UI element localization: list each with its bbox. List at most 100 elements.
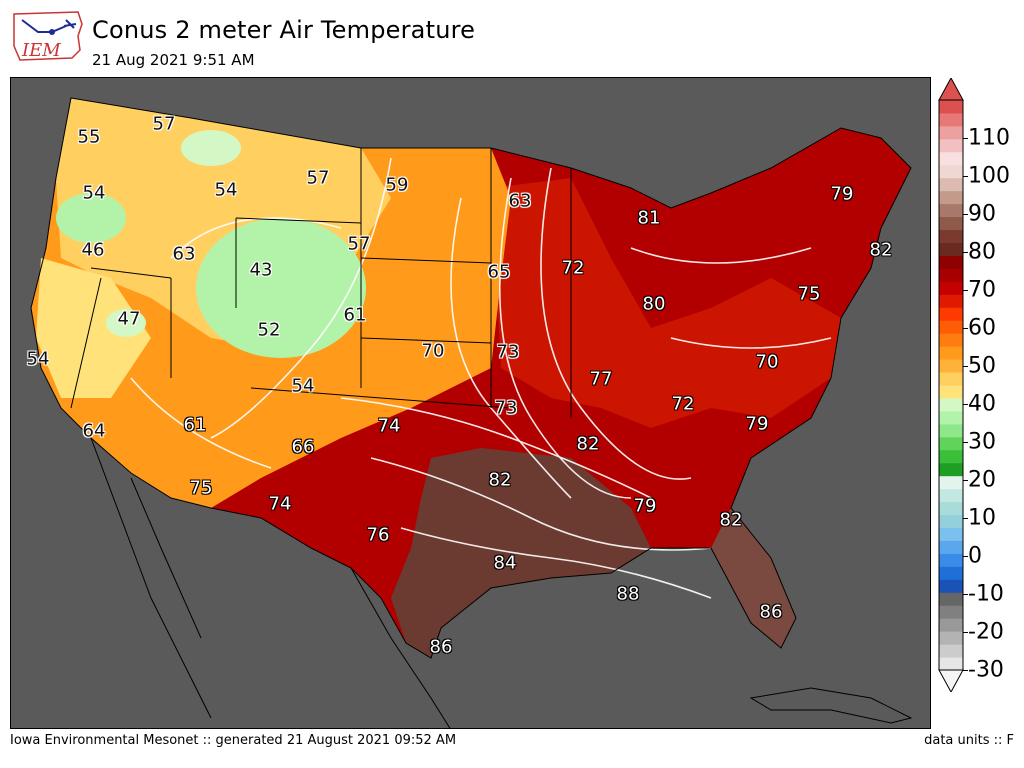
colorbar-segment <box>939 281 963 295</box>
footer-credit: Iowa Environmental Mesonet :: generated … <box>10 733 457 748</box>
colorbar-tick-mark <box>963 594 968 595</box>
map-timestamp: 21 Aug 2021 9:51 AM <box>92 51 255 69</box>
colorbar-tick-label: 50 <box>968 353 996 379</box>
colorbar-tick-label: -30 <box>968 657 1004 683</box>
colorbar-tick-mark <box>963 176 968 177</box>
colorbar-tick-label: 0 <box>968 543 982 569</box>
map-value-label: 79 <box>830 183 854 205</box>
map-value-label: 73 <box>494 397 518 419</box>
map-value-label: 79 <box>633 495 657 517</box>
data-units-label: data units :: F <box>924 733 1014 748</box>
colorbar-segment <box>939 112 963 127</box>
map-value-label: 64 <box>82 420 106 442</box>
colorbar-segment <box>939 488 963 503</box>
colorbar-tick-mark <box>963 252 968 253</box>
colorbar-segment <box>939 410 963 425</box>
colorbar-tick-label: 110 <box>968 125 1010 151</box>
colorbar-segment <box>939 631 963 645</box>
colorbar-tick-label: 40 <box>968 391 996 417</box>
map-value-label: 82 <box>869 239 893 261</box>
colorbar-segment <box>939 475 963 490</box>
colorbar-segment <box>939 449 963 464</box>
colorbar-segment <box>939 125 963 140</box>
map-value-label: 52 <box>257 319 281 341</box>
colorbar-segment <box>939 203 963 218</box>
map-value-label: 57 <box>347 233 371 255</box>
iem-logo: IEM <box>8 6 88 66</box>
colorbar-segment <box>939 657 963 671</box>
colorbar-segment <box>939 359 963 373</box>
colorbar-segment <box>939 527 963 541</box>
map-title: Conus 2 meter Air Temperature <box>92 16 476 44</box>
colorbar-tick-mark <box>963 518 968 519</box>
colorbar-min-arrow <box>938 669 964 694</box>
map-value-label: 74 <box>377 415 401 437</box>
map-value-label: 73 <box>496 341 520 363</box>
map-value-label: 77 <box>589 368 613 390</box>
map-value-label: 54 <box>26 348 50 370</box>
map-value-label: 80 <box>642 293 666 315</box>
colorbar-tick-mark <box>963 214 968 215</box>
map-value-label: 86 <box>759 601 783 623</box>
logo-text: IEM <box>21 40 61 61</box>
colorbar-tick-label: 90 <box>968 201 996 227</box>
colorbar-segment <box>939 268 963 282</box>
colorbar-tick-label: 30 <box>968 429 996 455</box>
map-value-label: 43 <box>249 259 273 281</box>
map-value-label: 72 <box>671 393 695 415</box>
colorbar-segment <box>939 333 963 347</box>
colorbar-segment <box>939 385 963 399</box>
colorbar-segment <box>939 138 963 153</box>
colorbar-segment <box>939 177 963 192</box>
colorbar-segment <box>939 514 963 528</box>
colorbar-segment <box>939 423 963 438</box>
colorbar-segment <box>939 100 963 114</box>
colorbar-segment <box>939 164 963 179</box>
map-value-label: 47 <box>117 308 141 330</box>
map-value-label: 81 <box>637 207 661 229</box>
colorbar-tick-label: -20 <box>968 619 1004 645</box>
map-value-label: 66 <box>291 436 315 458</box>
map-value-label: 59 <box>385 174 409 196</box>
colorbar-segment <box>939 592 963 606</box>
map-value-label: 74 <box>268 493 292 515</box>
colorbar-segment <box>939 553 963 567</box>
map-value-label: 82 <box>576 433 600 455</box>
colorbar-segment <box>939 255 963 269</box>
map-value-label: 61 <box>343 304 367 326</box>
colorbar-segment <box>939 618 963 632</box>
map-value-label: 57 <box>152 113 176 135</box>
map-value-label: 61 <box>183 414 207 436</box>
colorbar-segment <box>939 579 963 593</box>
colorbar-segment <box>939 566 963 580</box>
colorbar-tick-mark <box>963 404 968 405</box>
colorbar-tick-mark <box>963 632 968 633</box>
colorbar-tick-label: 10 <box>968 505 996 531</box>
map-value-label: 70 <box>421 340 445 362</box>
map-value-label: 54 <box>214 179 238 201</box>
map-value-label: 70 <box>755 351 779 373</box>
map-value-label: 72 <box>561 257 585 279</box>
temperature-map: 55 57 54 57 59 54 63 46 63 43 57 65 72 8… <box>10 77 931 729</box>
map-value-label: 65 <box>487 261 511 283</box>
map-value-label: 57 <box>306 167 330 189</box>
colorbar-tick-mark <box>963 442 968 443</box>
colorbar-tick-mark <box>963 138 968 139</box>
colorbar-segment <box>939 397 963 412</box>
colorbar-tick-label: 100 <box>968 163 1010 189</box>
map-value-label: 84 <box>493 552 517 574</box>
colorbar-segment <box>939 462 963 477</box>
map-value-label: 46 <box>81 239 105 261</box>
colorbar-max-arrow <box>938 76 964 101</box>
colorbar-tick-label: 60 <box>968 315 996 341</box>
colorbar-segment <box>939 501 963 516</box>
colorbar-segment <box>939 436 963 451</box>
map-value-label: 55 <box>77 126 101 148</box>
temperature-colorbar <box>938 76 964 694</box>
map-value-label: 76 <box>366 524 390 546</box>
colorbar-segment <box>939 190 963 205</box>
map-value-label: 88 <box>616 583 640 605</box>
colorbar-tick-label: 70 <box>968 277 996 303</box>
colorbar-segment <box>939 242 963 256</box>
colorbar-segment <box>939 307 963 321</box>
